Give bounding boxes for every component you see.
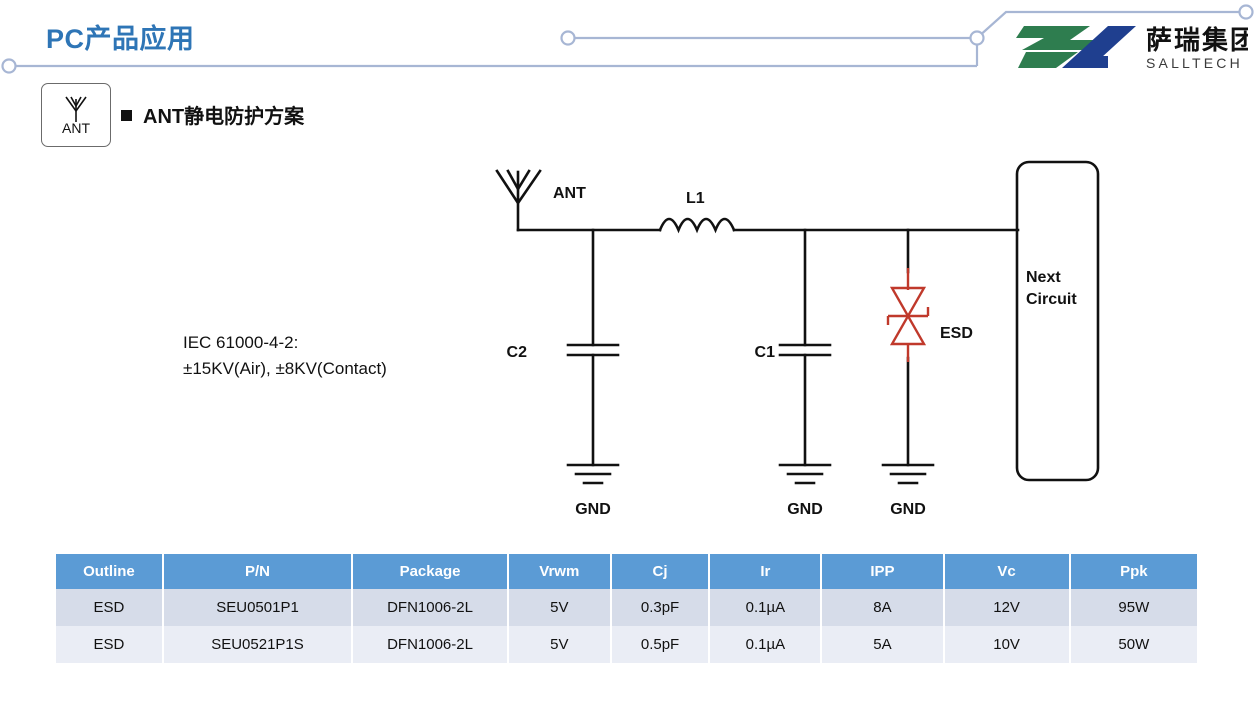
column-header-ppk: Ppk bbox=[1069, 554, 1197, 589]
spec-table: Outline P/N Package Vrwm Cj Ir IPP Vc Pp… bbox=[56, 554, 1197, 663]
column-header-vc: Vc bbox=[943, 554, 1071, 589]
label-esd: ESD bbox=[940, 325, 973, 342]
label-gnd-c1: GND bbox=[787, 501, 823, 518]
deco-node-mid bbox=[560, 30, 576, 46]
antenna-vee-outer bbox=[495, 169, 542, 206]
column-header-ipp: IPP bbox=[821, 554, 945, 589]
cell-pn: SEU0521P1S bbox=[162, 626, 354, 663]
cell-outline: ESD bbox=[56, 626, 164, 663]
iec-levels-line: ±15KV(Air), ±8KV(Contact) bbox=[183, 358, 387, 378]
deco-node-right bbox=[1238, 4, 1254, 20]
cell-vc: 12V bbox=[943, 589, 1071, 626]
header-decoration-line bbox=[1, 4, 1254, 74]
brand-logo: 萨瑞集团 SALLTECH GROUP bbox=[1016, 25, 1248, 71]
cell-pn: SEU0501P1 bbox=[162, 589, 354, 626]
antenna-vee-inner bbox=[506, 169, 531, 192]
next-circuit-box bbox=[1015, 160, 1100, 482]
column-header-outline: Outline bbox=[56, 554, 164, 589]
cell-ppk: 50W bbox=[1069, 626, 1197, 663]
ant-icon-box: ANT bbox=[41, 83, 111, 147]
label-ant: ANT bbox=[553, 185, 586, 202]
brand-name-en: SALLTECH GROUP bbox=[1146, 55, 1248, 71]
deco-node-junction bbox=[969, 30, 985, 46]
cell-outline: ESD bbox=[56, 589, 164, 626]
label-gnd-esd: GND bbox=[890, 501, 926, 518]
label-l1: L1 bbox=[686, 190, 705, 207]
cell-package: DFN1006-2L bbox=[352, 626, 509, 663]
cell-ir: 0.1µA bbox=[709, 589, 823, 626]
deco-node-left bbox=[1, 58, 17, 74]
antenna-icon bbox=[65, 96, 87, 122]
section-heading-text: ANT静电防护方案 bbox=[143, 106, 305, 128]
cell-vc: 10V bbox=[943, 626, 1071, 663]
cell-ipp: 8A bbox=[821, 589, 945, 626]
table-header-row: Outline P/N Package Vrwm Cj Ir IPP Vc Pp… bbox=[56, 554, 1197, 589]
iec-standard-line: IEC 61000-4-2: bbox=[183, 333, 299, 352]
section-heading: ANT静电防护方案 bbox=[121, 100, 304, 129]
gnd-c2 bbox=[566, 463, 620, 485]
square-bullet-icon bbox=[121, 110, 132, 121]
column-header-package: Package bbox=[352, 554, 509, 589]
cell-cj: 0.3pF bbox=[610, 589, 711, 626]
label-gnd-c2: GND bbox=[575, 501, 611, 518]
cell-ir: 0.1µA bbox=[709, 626, 823, 663]
label-c2: C2 bbox=[507, 344, 528, 361]
table-row: ESD SEU0501P1 DFN1006-2L 5V 0.3pF 0.1µA … bbox=[56, 589, 1197, 626]
column-header-ir: Ir bbox=[709, 554, 823, 589]
cell-package: DFN1006-2L bbox=[352, 589, 509, 626]
column-header-cj: Cj bbox=[610, 554, 711, 589]
label-c1: C1 bbox=[755, 344, 776, 361]
page-title: PC产品应用 bbox=[46, 24, 195, 54]
gnd-c1 bbox=[778, 463, 832, 485]
inductor-coil bbox=[658, 217, 736, 234]
cell-vrwm: 5V bbox=[507, 626, 612, 663]
ant-icon-label: ANT bbox=[62, 120, 90, 136]
column-header-pn: P/N bbox=[162, 554, 354, 589]
gnd-esd bbox=[881, 463, 935, 485]
brand-name-cn: 萨瑞集团 bbox=[1146, 25, 1248, 55]
cell-cj: 0.5pF bbox=[610, 626, 711, 663]
iec-spec-note: IEC 61000-4-2: ±15KV(Air), ±8KV(Contact) bbox=[183, 330, 387, 381]
column-header-vrwm: Vrwm bbox=[507, 554, 612, 589]
circuit-diagram: ANT L1 C2 C1 ESD GND GND GND Next Circui… bbox=[495, 160, 1100, 518]
label-next-circuit-line2: Circuit bbox=[1026, 291, 1077, 308]
esd-triangle-lower bbox=[889, 313, 927, 346]
cell-ipp: 5A bbox=[821, 626, 945, 663]
table-row: ESD SEU0521P1S DFN1006-2L 5V 0.5pF 0.1µA… bbox=[56, 626, 1197, 663]
cell-vrwm: 5V bbox=[507, 589, 612, 626]
cell-ppk: 95W bbox=[1069, 589, 1197, 626]
label-next-circuit-line1: Next bbox=[1026, 269, 1061, 286]
esd-triangle-upper bbox=[889, 286, 927, 319]
esd-tvs-diode bbox=[886, 268, 930, 362]
